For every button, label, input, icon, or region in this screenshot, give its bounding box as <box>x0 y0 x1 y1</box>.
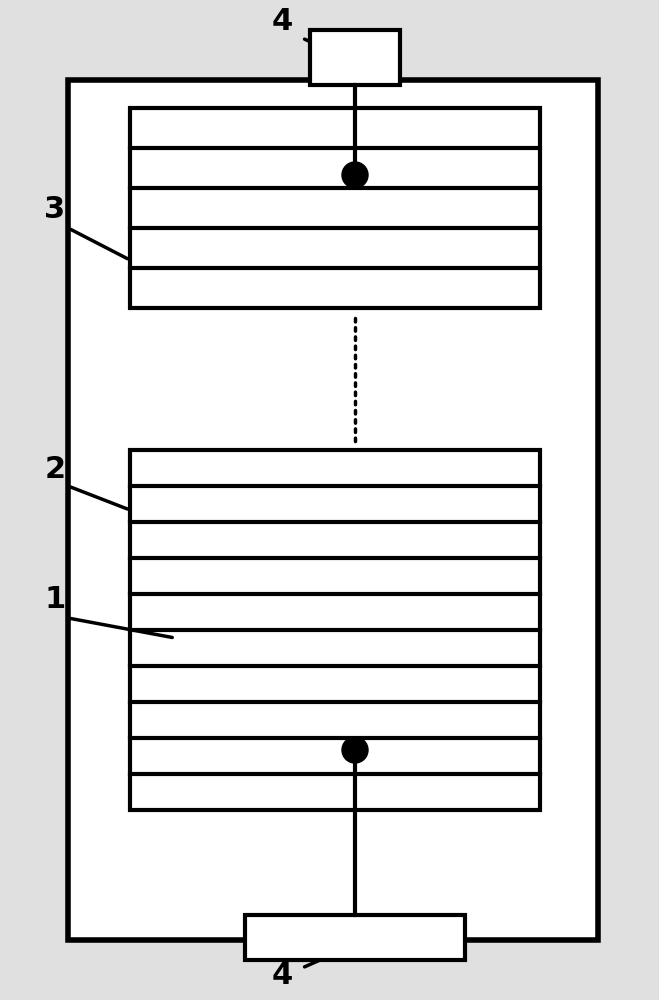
Text: 4: 4 <box>272 7 293 36</box>
Bar <box>310 30 400 85</box>
Bar <box>245 915 465 960</box>
Text: 1: 1 <box>44 585 66 614</box>
Bar <box>130 108 540 308</box>
Text: 3: 3 <box>44 196 65 225</box>
Bar <box>130 450 540 810</box>
Circle shape <box>342 162 368 188</box>
Text: 4: 4 <box>272 960 293 990</box>
Circle shape <box>342 737 368 763</box>
Bar <box>68 80 598 940</box>
Text: 2: 2 <box>44 456 65 485</box>
